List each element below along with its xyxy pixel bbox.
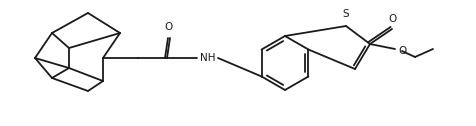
- Text: O: O: [165, 22, 173, 32]
- Text: NH: NH: [199, 53, 215, 63]
- Text: S: S: [342, 9, 348, 19]
- Text: O: O: [388, 14, 397, 24]
- Text: O: O: [397, 46, 406, 56]
